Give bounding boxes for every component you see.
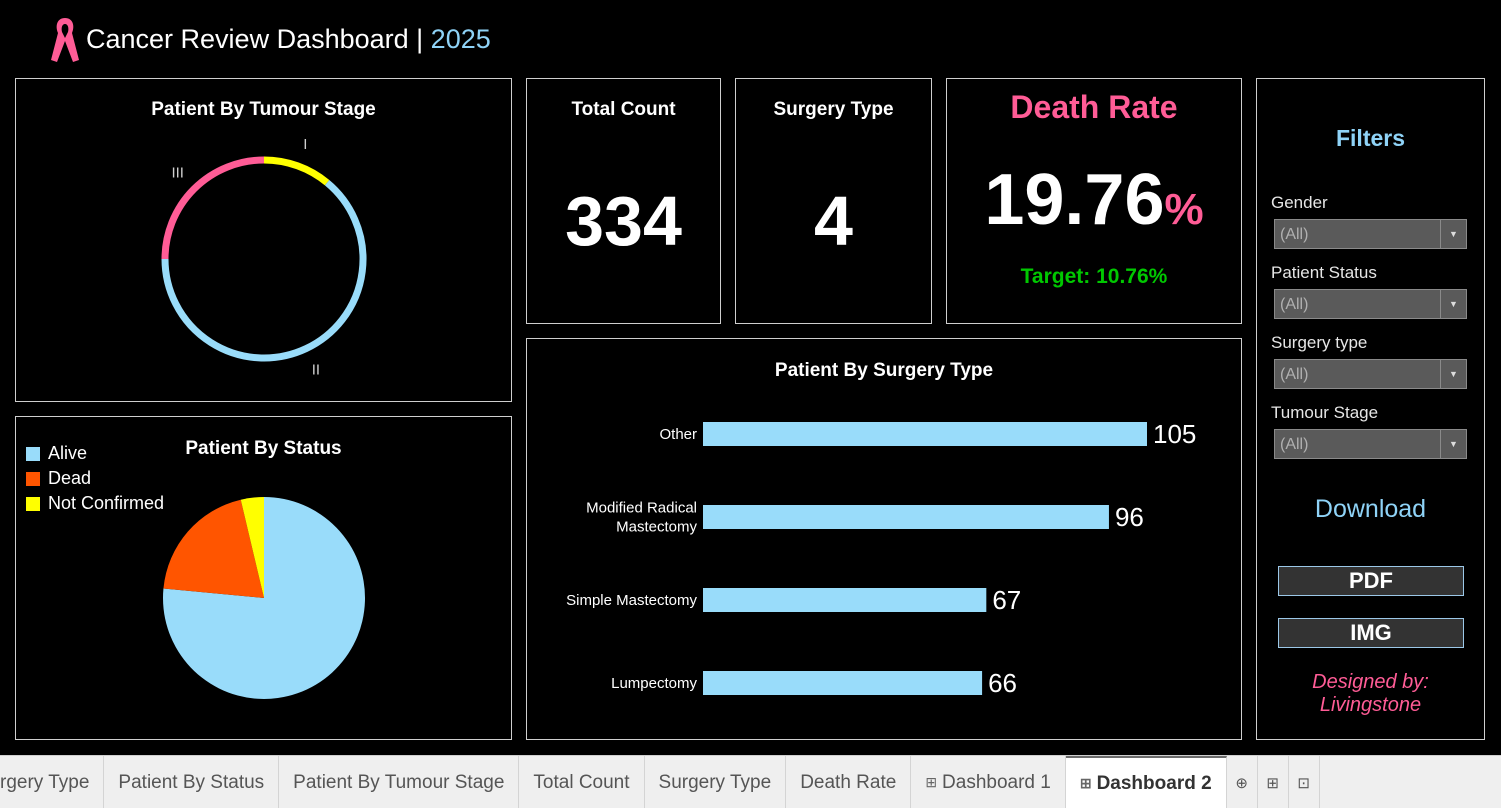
bar-value-label: 96 xyxy=(1115,502,1144,532)
chevron-down-icon[interactable]: ▼ xyxy=(1440,290,1466,318)
bar-category-label: Modified Radical Mastectomy xyxy=(586,500,697,536)
bar-category-label: Simple Mastectomy xyxy=(566,592,697,609)
patient-status-filter-label: Patient Status xyxy=(1271,263,1377,283)
tumour-stage-filter-label: Tumour Stage xyxy=(1271,403,1378,423)
title-year: 2025 xyxy=(431,24,491,54)
new-worksheet-icon[interactable]: ⊕ xyxy=(1227,756,1258,808)
stage-label-II: II xyxy=(312,361,320,378)
total-count-card: Total Count 334 xyxy=(526,78,721,324)
bar-category-label: Other xyxy=(659,426,697,443)
filters-title: Filters xyxy=(1257,125,1484,152)
bar-value-label: 105 xyxy=(1153,419,1196,449)
status-pie[interactable] xyxy=(16,417,513,741)
chevron-down-icon[interactable]: ▼ xyxy=(1440,430,1466,458)
stage-arc-II[interactable] xyxy=(165,183,363,358)
gender-filter-select[interactable]: (All) ▼ xyxy=(1274,219,1467,249)
death-rate-unit: % xyxy=(1165,185,1204,234)
tab-patient-by-status[interactable]: Patient By Status xyxy=(104,756,279,808)
tab-death-rate[interactable]: Death Rate xyxy=(786,756,911,808)
surgery-type-title: Surgery Type xyxy=(736,99,931,121)
surgery-type-filter-label: Surgery type xyxy=(1271,333,1367,353)
pdf-button[interactable]: PDF xyxy=(1278,566,1464,596)
tab-dashboard-1[interactable]: ⊞ Dashboard 1 xyxy=(911,756,1066,808)
death-rate-target: Target: 10.76% xyxy=(947,265,1241,289)
awareness-ribbon-icon xyxy=(48,14,82,64)
surgery-type-chart-panel: Patient By Surgery Type Other 105 Modified… xyxy=(526,338,1242,740)
filters-panel: Filters Gender (All) ▼ Patient Status (Al… xyxy=(1256,78,1485,740)
surgery-type-value: 4 xyxy=(736,181,931,261)
death-rate-title: Death Rate xyxy=(947,89,1241,126)
total-count-value: 334 xyxy=(527,181,720,261)
tab-patient-by-tumour-stage[interactable]: Patient By Tumour Stage xyxy=(279,756,519,808)
tumour-stage-panel: Patient By Tumour Stage I II III xyxy=(15,78,512,402)
bar-1[interactable] xyxy=(703,505,1109,529)
death-rate-card: Death Rate 19.76% Target: 10.76% xyxy=(946,78,1242,324)
sheet-tab-bar: rgery Type Patient By Status Patient By … xyxy=(0,755,1501,808)
surgery-type-card: Surgery Type 4 xyxy=(735,78,932,324)
dashboard-icon: ⊞ xyxy=(1080,775,1092,792)
patient-status-filter-select[interactable]: (All) ▼ xyxy=(1274,289,1467,319)
tab-surgery-type[interactable]: Surgery Type xyxy=(645,756,787,808)
bar-value-label: 66 xyxy=(988,668,1017,698)
surgery-type-filter-select[interactable]: (All) ▼ xyxy=(1274,359,1467,389)
stage-label-III: III xyxy=(171,165,184,182)
bar-2[interactable] xyxy=(703,588,986,612)
img-button[interactable]: IMG xyxy=(1278,618,1464,648)
designer-name: Livingstone xyxy=(1257,694,1484,716)
dashboard-icon: ⊞ xyxy=(925,774,937,791)
bar-3[interactable] xyxy=(703,671,982,695)
stage-label-I: I xyxy=(303,136,307,153)
death-rate-value: 19.76% xyxy=(947,159,1241,241)
stage-arc-I[interactable] xyxy=(264,160,327,183)
status-panel: Patient By Status Alive Dead Not Confirmed xyxy=(15,416,512,740)
dashboard-header: Cancer Review Dashboard | 2025 xyxy=(48,14,491,64)
new-dashboard-icon[interactable]: ⊞ xyxy=(1258,756,1289,808)
bar-category-label: Lumpectomy xyxy=(611,675,697,692)
tab-surgery-type-sheet[interactable]: rgery Type xyxy=(0,756,104,808)
surgery-bar-chart[interactable]: Other 105 Modified Radical Mastectomy 96 Simp… xyxy=(527,339,1243,741)
download-heading: Download xyxy=(1257,495,1484,524)
tab-total-count[interactable]: Total Count xyxy=(519,756,644,808)
page-title: Cancer Review Dashboard | 2025 xyxy=(86,24,491,55)
bar-0[interactable] xyxy=(703,422,1147,446)
total-count-title: Total Count xyxy=(527,99,720,121)
chevron-down-icon[interactable]: ▼ xyxy=(1440,220,1466,248)
tumour-stage-filter-select[interactable]: (All) ▼ xyxy=(1274,429,1467,459)
gender-filter-label: Gender xyxy=(1271,193,1328,213)
bar-value-label: 67 xyxy=(992,585,1021,615)
chevron-down-icon[interactable]: ▼ xyxy=(1440,360,1466,388)
new-story-icon[interactable]: ⊡ xyxy=(1289,756,1320,808)
designed-by-label: Designed by: xyxy=(1257,671,1484,693)
tab-dashboard-2[interactable]: ⊞ Dashboard 2 xyxy=(1066,756,1227,808)
